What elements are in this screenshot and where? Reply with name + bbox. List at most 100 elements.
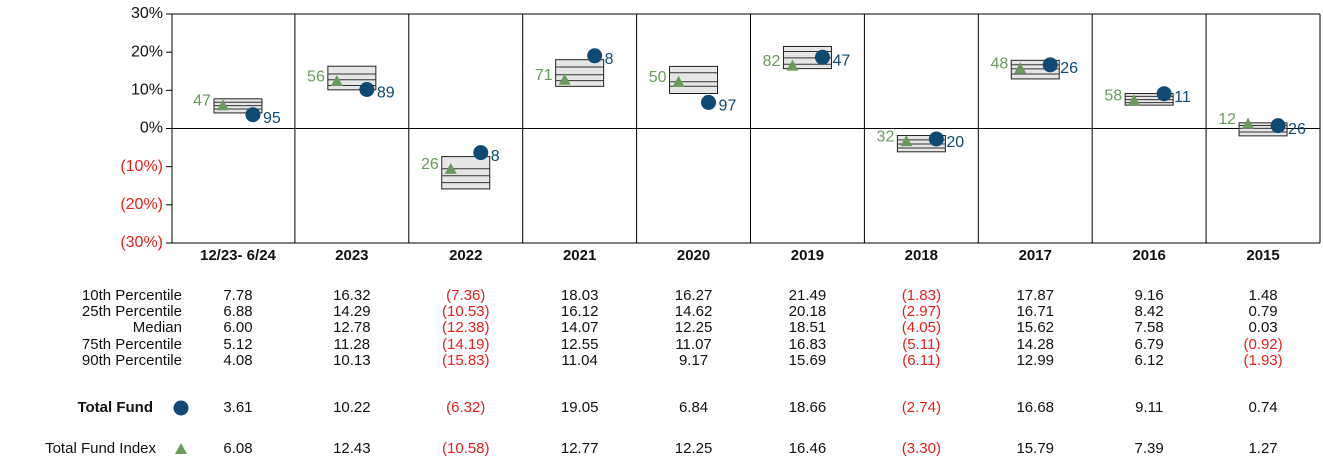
fund-rank: 95 — [263, 110, 281, 127]
table-cell: 16.27 — [675, 287, 713, 304]
table-cell: 0.74 — [1248, 399, 1277, 416]
category-label: 2018 — [905, 247, 938, 264]
index-marker — [1242, 117, 1255, 129]
table-cell: (6.32) — [446, 399, 485, 416]
category-label: 2019 — [791, 247, 824, 264]
index-rank: 12 — [1218, 111, 1236, 128]
table-cell: 12.25 — [675, 440, 713, 457]
table-cell: (10.53) — [442, 303, 490, 320]
index-rank: 32 — [877, 128, 895, 145]
fund-rank: 8 — [605, 51, 614, 68]
category-label: 2021 — [563, 247, 596, 264]
fund-rank: 97 — [719, 98, 737, 115]
table-cell: (6.11) — [902, 352, 940, 369]
fund-rank: 26 — [1060, 60, 1078, 77]
index-marker — [330, 75, 343, 87]
index-rank: 50 — [649, 69, 667, 86]
index-rank: 48 — [990, 55, 1008, 72]
category-label: 2022 — [449, 247, 482, 264]
legend-marker — [173, 400, 189, 416]
table-cell: 14.07 — [561, 319, 599, 336]
table-cell: 18.51 — [789, 319, 827, 336]
index-marker — [786, 59, 799, 71]
table-cell: 15.62 — [1016, 319, 1054, 336]
table-cell: 0.03 — [1248, 319, 1277, 336]
table-cell: 6.79 — [1135, 336, 1164, 353]
table-cell: 15.69 — [789, 352, 827, 369]
y-tick-label: (20%) — [120, 196, 163, 213]
table-cell: 6.08 — [223, 440, 252, 457]
table-cell: 0.79 — [1248, 303, 1277, 320]
category-label: 2017 — [1019, 247, 1052, 264]
fund-marker — [1270, 118, 1286, 134]
table-cell: 9.11 — [1135, 399, 1163, 416]
category-label: 2015 — [1246, 247, 1279, 264]
index-rank: 47 — [193, 93, 211, 110]
table-cell: 18.03 — [561, 287, 599, 304]
index-marker — [558, 73, 571, 85]
table-cell: (7.36) — [446, 287, 485, 304]
table-cell: 16.46 — [789, 440, 827, 457]
table-cell: 11.07 — [675, 336, 711, 353]
index-marker — [444, 162, 457, 174]
table-cell: 11.28 — [334, 336, 370, 353]
fund-marker — [359, 81, 375, 97]
table-cell: 7.78 — [223, 287, 252, 304]
table-cell: 20.18 — [789, 303, 827, 320]
y-tick-label: 10% — [131, 82, 163, 99]
table-cell: (1.93) — [1243, 352, 1282, 369]
fund-marker — [587, 48, 603, 64]
fund-rank: 26 — [1288, 121, 1306, 138]
table-cell: 7.58 — [1135, 319, 1164, 336]
table-cell: 12.25 — [675, 319, 713, 336]
fund-rank: 20 — [946, 134, 964, 151]
table-cell: 16.32 — [333, 287, 371, 304]
percentile-box — [555, 59, 605, 87]
table-cell: 12.43 — [333, 440, 371, 457]
table-cell: 7.39 — [1135, 440, 1164, 457]
y-tick-label: 20% — [131, 43, 163, 60]
index-rank: 56 — [307, 68, 325, 85]
table-cell: 8.42 — [1135, 303, 1164, 320]
table-cell: 6.00 — [223, 319, 252, 336]
table-cell: 17.87 — [1016, 287, 1054, 304]
row-label: Median — [133, 319, 182, 336]
fund-marker — [1042, 57, 1058, 73]
table-cell: 16.71 — [1016, 303, 1054, 320]
table-cell: 6.84 — [679, 399, 708, 416]
table-cell: 19.05 — [561, 399, 599, 416]
table-cell: (1.83) — [902, 287, 941, 304]
category-label: 2023 — [335, 247, 368, 264]
category-label: 12/23- 6/24 — [200, 247, 277, 264]
category-label: 2016 — [1132, 247, 1165, 264]
table-cell: 1.48 — [1248, 287, 1277, 304]
table-cell: 18.66 — [789, 399, 827, 416]
y-tick-label: 30% — [131, 5, 163, 22]
index-marker — [216, 99, 229, 111]
table-cell: (15.83) — [442, 352, 490, 369]
fund-rank: 47 — [832, 52, 850, 69]
y-tick-label: (10%) — [120, 158, 163, 175]
table-cell: (4.05) — [902, 319, 941, 336]
fund-rank: 89 — [377, 85, 395, 102]
table-cell: (2.97) — [902, 303, 941, 320]
row-label: 10th Percentile — [82, 287, 182, 304]
table-cell: (14.19) — [442, 336, 490, 353]
table-cell: 9.17 — [679, 352, 708, 369]
table-cell: (12.38) — [442, 319, 490, 336]
table-cell: 11.04 — [561, 352, 597, 369]
table-cell: 21.49 — [789, 287, 827, 304]
table-cell: 14.29 — [333, 303, 371, 320]
table-cell: 10.13 — [333, 352, 371, 369]
index-marker — [900, 135, 913, 147]
table-cell: 9.16 — [1135, 287, 1164, 304]
fund-marker — [814, 49, 830, 65]
table-cell: 5.12 — [223, 336, 252, 353]
row-label: 75th Percentile — [82, 336, 182, 353]
index-rank: 58 — [1104, 88, 1122, 105]
index-rank: 26 — [421, 156, 439, 173]
table-cell: 3.61 — [223, 399, 252, 416]
table-cell: 12.78 — [333, 319, 371, 336]
table-cell: 12.99 — [1016, 352, 1054, 369]
